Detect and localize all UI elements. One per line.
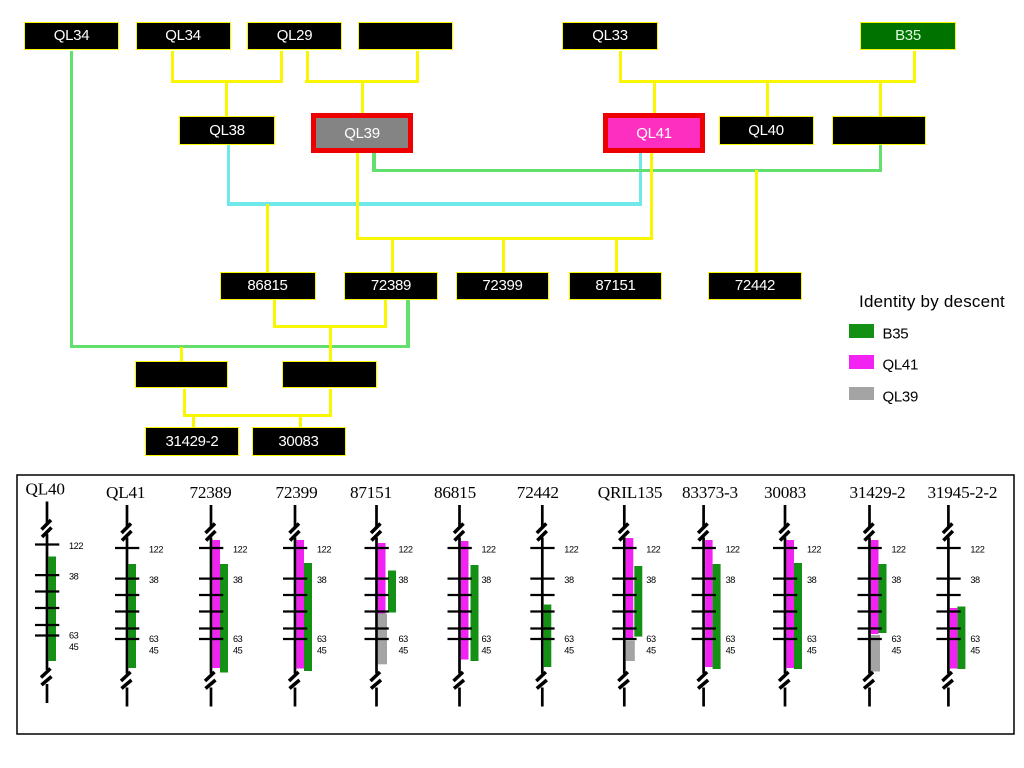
svg-text:38: 38 — [970, 575, 980, 585]
svg-text:122: 122 — [726, 544, 740, 554]
svg-text:38: 38 — [482, 575, 492, 585]
svg-text:38: 38 — [564, 575, 574, 585]
svg-text:QL40: QL40 — [26, 480, 65, 499]
svg-text:45: 45 — [399, 646, 409, 656]
svg-text:63: 63 — [726, 634, 736, 644]
svg-text:83373-3: 83373-3 — [682, 483, 738, 502]
svg-text:63: 63 — [970, 634, 980, 644]
svg-text:38: 38 — [399, 575, 409, 585]
svg-text:87151: 87151 — [350, 483, 392, 502]
svg-text:38: 38 — [646, 575, 656, 585]
svg-text:QRIL135: QRIL135 — [598, 483, 662, 502]
svg-text:72399: 72399 — [276, 483, 318, 502]
svg-text:45: 45 — [646, 646, 656, 656]
svg-text:45: 45 — [807, 646, 817, 656]
svg-text:38: 38 — [726, 575, 736, 585]
svg-text:72389: 72389 — [190, 483, 232, 502]
svg-text:63: 63 — [69, 631, 79, 641]
svg-text:122: 122 — [233, 544, 247, 554]
svg-text:86815: 86815 — [434, 483, 476, 502]
svg-text:63: 63 — [317, 634, 327, 644]
svg-text:45: 45 — [149, 646, 159, 656]
svg-text:122: 122 — [149, 544, 163, 554]
svg-text:63: 63 — [646, 634, 656, 644]
svg-text:QL41: QL41 — [106, 483, 145, 502]
svg-text:122: 122 — [564, 544, 578, 554]
svg-text:45: 45 — [317, 646, 327, 656]
svg-text:38: 38 — [807, 575, 817, 585]
svg-text:122: 122 — [646, 544, 660, 554]
svg-text:63: 63 — [482, 634, 492, 644]
svg-text:38: 38 — [233, 575, 243, 585]
svg-text:63: 63 — [892, 634, 902, 644]
svg-text:45: 45 — [482, 646, 492, 656]
svg-text:122: 122 — [317, 544, 331, 554]
svg-text:63: 63 — [399, 634, 409, 644]
svg-text:63: 63 — [149, 634, 159, 644]
svg-text:38: 38 — [69, 571, 79, 581]
svg-text:45: 45 — [970, 646, 980, 656]
svg-text:38: 38 — [149, 575, 159, 585]
svg-text:122: 122 — [482, 544, 496, 554]
svg-text:122: 122 — [970, 544, 984, 554]
svg-text:63: 63 — [564, 634, 574, 644]
svg-text:31429-2: 31429-2 — [850, 483, 906, 502]
svg-text:72442: 72442 — [517, 483, 559, 502]
svg-text:63: 63 — [807, 634, 817, 644]
svg-text:30083: 30083 — [764, 483, 806, 502]
svg-text:38: 38 — [317, 575, 327, 585]
svg-text:45: 45 — [564, 646, 574, 656]
svg-text:45: 45 — [892, 646, 902, 656]
svg-text:122: 122 — [892, 544, 906, 554]
svg-text:45: 45 — [726, 646, 736, 656]
svg-text:122: 122 — [399, 544, 413, 554]
svg-text:122: 122 — [69, 541, 83, 551]
svg-text:45: 45 — [233, 646, 243, 656]
svg-text:63: 63 — [233, 634, 243, 644]
svg-text:45: 45 — [69, 642, 79, 652]
svg-text:122: 122 — [807, 544, 821, 554]
svg-text:31945-2-2: 31945-2-2 — [928, 483, 998, 502]
svg-text:38: 38 — [892, 575, 902, 585]
